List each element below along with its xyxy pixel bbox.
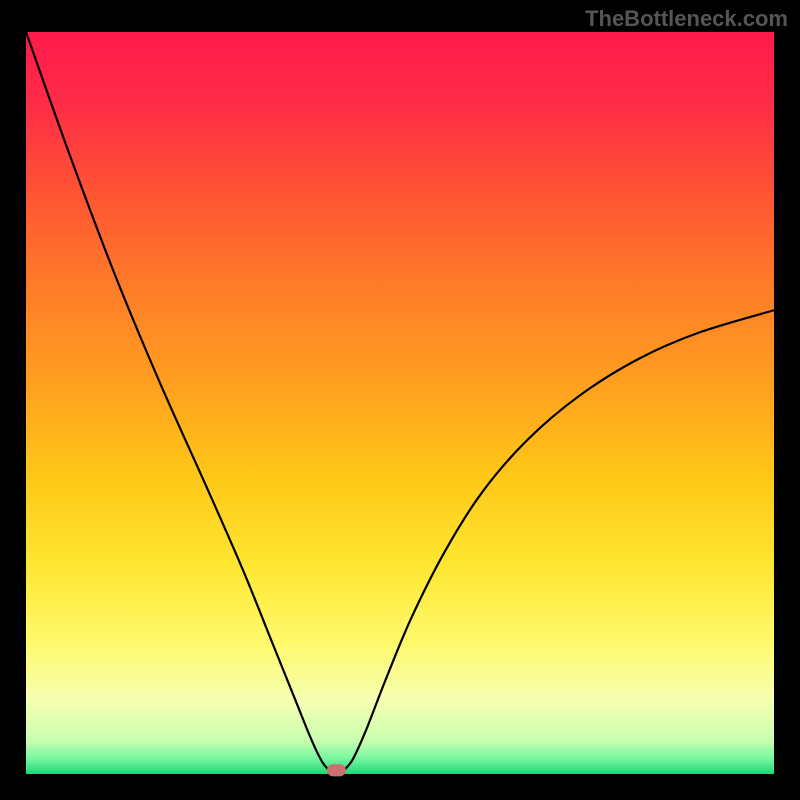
chart-stage: TheBottleneck.com (0, 0, 800, 800)
bottleneck-chart (0, 0, 800, 800)
optimum-marker (327, 765, 345, 776)
gradient-background (26, 32, 774, 774)
